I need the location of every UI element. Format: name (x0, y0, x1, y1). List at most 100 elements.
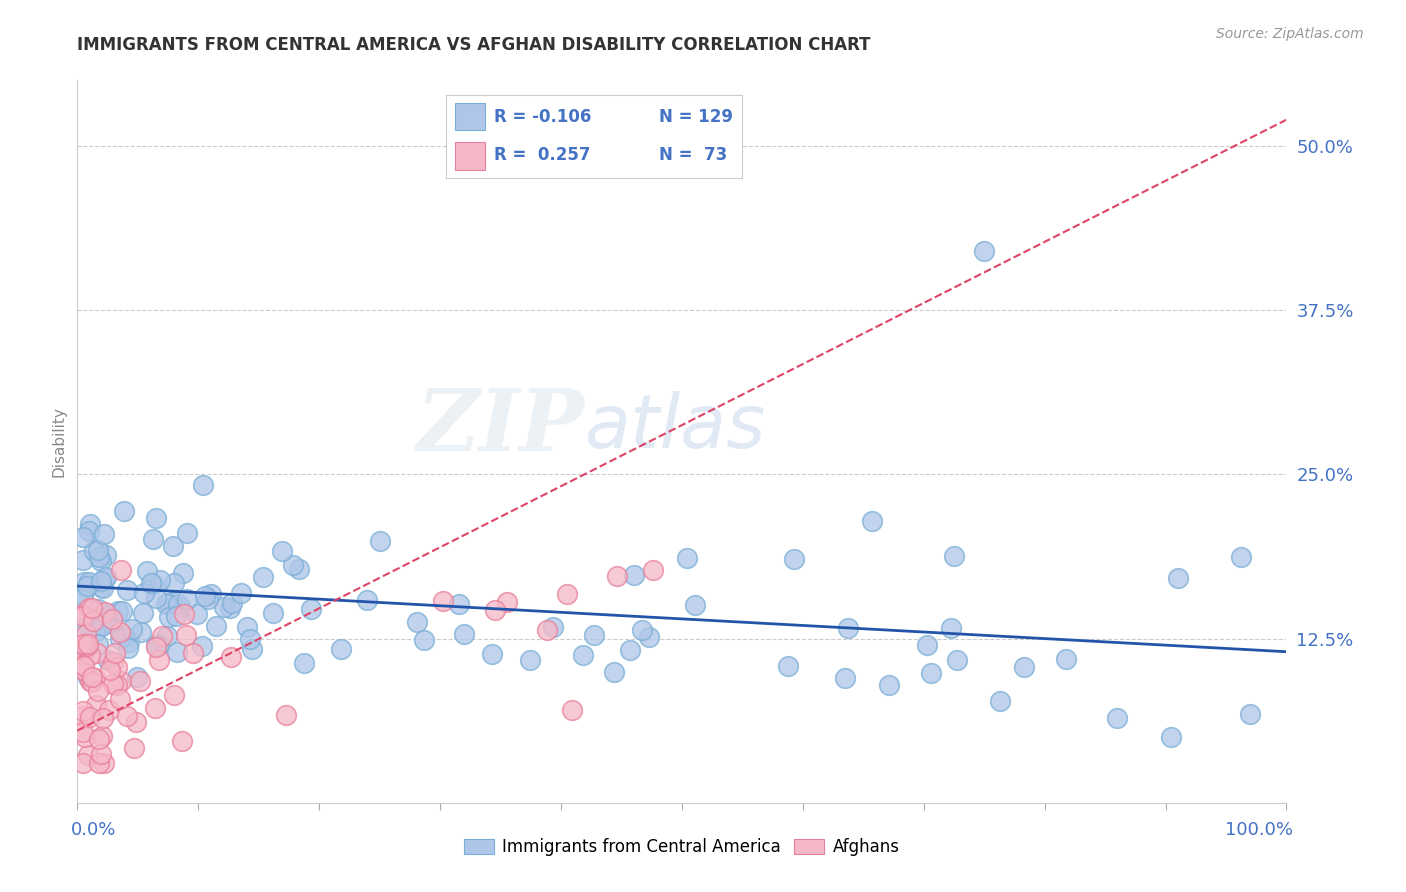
Point (90, 580, 112, 594)
Point (77, 747, 100, 762)
Point (920, 665, 942, 680)
Point (87, 543, 110, 558)
Point (108, 691, 131, 706)
Point (973, 244, 995, 258)
Point (75, 637, 97, 651)
Point (72, 704, 94, 718)
Point (214, 600, 236, 615)
Point (86, 637, 108, 651)
Point (1239, 706, 1261, 721)
Point (162, 539, 184, 553)
Point (73, 575, 96, 590)
Point (86, 602, 108, 616)
Point (75, 627, 97, 641)
Point (96, 570, 118, 584)
Point (163, 688, 186, 702)
Point (90, 574, 112, 588)
Point (110, 632, 132, 646)
Point (174, 627, 197, 641)
Point (111, 604, 134, 618)
Point (200, 587, 222, 601)
Point (97, 703, 120, 717)
Point (536, 623, 558, 637)
Point (156, 630, 179, 644)
Point (191, 477, 214, 491)
Point (72, 638, 94, 652)
Point (167, 597, 190, 611)
Point (583, 628, 606, 642)
Point (676, 550, 699, 565)
Point (72, 637, 94, 651)
Text: Source: ZipAtlas.com: Source: ZipAtlas.com (1216, 27, 1364, 41)
Y-axis label: Disability: Disability (51, 406, 66, 477)
Point (103, 677, 125, 691)
Point (170, 734, 193, 748)
Point (1054, 652, 1077, 666)
Point (82, 674, 104, 689)
Point (129, 674, 152, 689)
Point (86, 646, 108, 660)
Point (197, 591, 219, 606)
Point (105, 678, 128, 692)
Point (643, 563, 665, 577)
Point (101, 612, 124, 626)
Point (94, 605, 117, 619)
Text: ZIP: ZIP (418, 385, 585, 469)
Point (79, 524, 101, 538)
Point (114, 629, 136, 643)
Point (72, 553, 94, 567)
Point (939, 621, 962, 635)
Point (139, 576, 162, 591)
Point (72, 725, 94, 739)
Point (72, 756, 94, 771)
Point (860, 514, 883, 528)
Point (72, 608, 94, 623)
Point (90, 747, 112, 762)
Point (572, 648, 595, 662)
Point (288, 561, 311, 575)
Point (83, 544, 105, 558)
Point (239, 632, 262, 646)
Point (148, 638, 170, 652)
Point (77, 601, 100, 615)
Point (87, 683, 110, 698)
Point (91, 711, 114, 725)
Point (79, 648, 101, 663)
Point (125, 670, 148, 684)
Point (145, 640, 167, 655)
Point (148, 653, 170, 667)
Point (176, 526, 198, 541)
Point (117, 640, 139, 655)
Point (555, 587, 578, 601)
Point (149, 573, 172, 587)
Point (97, 653, 120, 667)
Point (782, 552, 804, 566)
Point (619, 643, 641, 657)
Point (76, 579, 98, 593)
Point (94, 549, 117, 563)
Point (231, 585, 253, 599)
Point (98, 607, 121, 621)
Point (72, 640, 94, 655)
Point (142, 532, 165, 546)
Point (181, 646, 204, 660)
Point (481, 647, 503, 661)
Point (121, 622, 143, 636)
Point (125, 714, 148, 729)
Point (252, 570, 274, 584)
Point (330, 641, 353, 656)
Point (72, 663, 94, 677)
Point (176, 591, 198, 606)
Point (1167, 571, 1189, 585)
Point (129, 624, 152, 639)
Point (988, 693, 1011, 707)
Point (118, 635, 141, 649)
Point (219, 601, 242, 615)
Point (683, 598, 706, 612)
Point (132, 606, 155, 620)
Point (76, 639, 98, 653)
Point (166, 645, 188, 659)
Point (105, 660, 128, 674)
Point (169, 599, 191, 614)
Point (107, 604, 129, 618)
